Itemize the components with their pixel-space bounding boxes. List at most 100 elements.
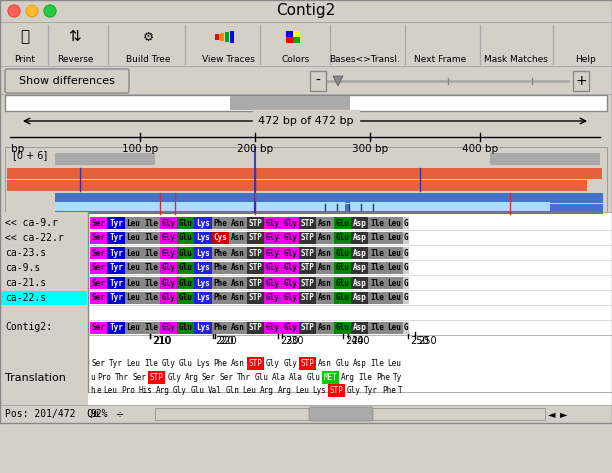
Text: Phe: Phe bbox=[214, 263, 228, 272]
Bar bbox=[316, 292, 334, 304]
Text: Ile: Ile bbox=[370, 294, 384, 303]
Text: Asp: Asp bbox=[353, 234, 367, 243]
Text: Glu: Glu bbox=[179, 234, 193, 243]
Text: Gly: Gly bbox=[162, 219, 175, 228]
Text: Tyr: Tyr bbox=[109, 219, 123, 228]
Bar bbox=[55, 202, 345, 211]
Bar bbox=[247, 277, 264, 289]
Text: Asn: Asn bbox=[231, 359, 245, 368]
Text: Ser: Ser bbox=[202, 373, 216, 382]
Bar bbox=[107, 232, 125, 244]
Text: Gly: Gly bbox=[162, 279, 175, 288]
Bar bbox=[177, 277, 195, 289]
Bar bbox=[368, 247, 386, 259]
Bar bbox=[107, 292, 125, 304]
Bar bbox=[264, 292, 282, 304]
Bar bbox=[264, 217, 282, 229]
Bar bbox=[212, 322, 230, 333]
Text: << ca-9.r: << ca-9.r bbox=[5, 218, 58, 228]
Bar bbox=[293, 31, 300, 37]
Text: Asn: Asn bbox=[231, 323, 245, 332]
Bar bbox=[0, 212, 612, 392]
Bar bbox=[55, 204, 603, 214]
Text: Phe: Phe bbox=[214, 359, 228, 368]
Text: Print: Print bbox=[15, 55, 35, 64]
Text: Asn: Asn bbox=[231, 279, 245, 288]
Bar bbox=[282, 262, 299, 274]
Text: STP: STP bbox=[248, 234, 262, 243]
Bar bbox=[334, 292, 351, 304]
Bar bbox=[142, 322, 160, 333]
Bar bbox=[299, 217, 316, 229]
Text: Gly: Gly bbox=[266, 219, 280, 228]
Text: Leu: Leu bbox=[387, 359, 401, 368]
Bar bbox=[386, 262, 403, 274]
Bar bbox=[230, 232, 247, 244]
Text: Arg: Arg bbox=[185, 373, 198, 382]
Text: Lys: Lys bbox=[196, 323, 210, 332]
Text: Help: Help bbox=[576, 55, 596, 64]
Text: Reverse: Reverse bbox=[57, 55, 93, 64]
Text: Ile: Ile bbox=[359, 373, 373, 382]
Bar bbox=[55, 193, 603, 203]
Text: 92%: 92% bbox=[90, 409, 108, 419]
Text: 210: 210 bbox=[153, 335, 171, 345]
Text: STP: STP bbox=[300, 279, 315, 288]
Text: Glu: Glu bbox=[190, 385, 204, 394]
Text: Asp: Asp bbox=[353, 279, 367, 288]
Bar bbox=[247, 217, 264, 229]
Text: Lys: Lys bbox=[196, 234, 210, 243]
Text: Leu: Leu bbox=[127, 323, 140, 332]
Text: Asn: Asn bbox=[318, 279, 332, 288]
Text: Ser: Ser bbox=[92, 359, 106, 368]
Text: Phe: Phe bbox=[376, 373, 390, 382]
Text: Ser: Ser bbox=[92, 248, 106, 257]
Text: ►: ► bbox=[560, 409, 567, 419]
Text: Asn: Asn bbox=[231, 219, 245, 228]
Text: Ile: Ile bbox=[144, 323, 158, 332]
Text: ca-9.s: ca-9.s bbox=[5, 263, 40, 273]
Text: ÷: ÷ bbox=[116, 409, 124, 419]
Bar bbox=[195, 322, 212, 333]
Text: [0 + 6]: [0 + 6] bbox=[13, 150, 47, 160]
Bar bbox=[177, 292, 195, 304]
Text: Gly: Gly bbox=[162, 263, 175, 272]
Text: Asn: Asn bbox=[318, 359, 332, 368]
Bar bbox=[316, 322, 334, 333]
Bar bbox=[282, 247, 299, 259]
Bar bbox=[334, 277, 351, 289]
Bar bbox=[282, 217, 299, 229]
Text: Gly: Gly bbox=[266, 234, 280, 243]
Bar bbox=[90, 247, 107, 259]
Bar bbox=[230, 322, 247, 333]
Bar bbox=[160, 247, 177, 259]
Text: bp: bp bbox=[12, 144, 24, 154]
Bar bbox=[316, 217, 334, 229]
Bar bbox=[351, 232, 368, 244]
Text: Next Frame: Next Frame bbox=[414, 55, 466, 64]
Text: 230: 230 bbox=[280, 336, 299, 347]
Bar bbox=[107, 247, 125, 259]
Bar bbox=[142, 217, 160, 229]
Bar bbox=[403, 262, 409, 274]
Bar bbox=[299, 357, 316, 369]
Bar bbox=[264, 247, 282, 259]
Text: View Traces: View Traces bbox=[201, 55, 255, 64]
Text: Gly: Gly bbox=[266, 248, 280, 257]
Bar bbox=[177, 322, 195, 333]
Bar bbox=[125, 322, 142, 333]
Bar bbox=[334, 232, 351, 244]
Text: ca-23.s: ca-23.s bbox=[5, 248, 46, 258]
Text: Lys: Lys bbox=[196, 294, 210, 303]
Text: u: u bbox=[91, 373, 95, 382]
Text: MET: MET bbox=[324, 373, 338, 382]
Text: STP: STP bbox=[248, 359, 262, 368]
Text: Ile: Ile bbox=[370, 248, 384, 257]
Bar bbox=[310, 71, 326, 91]
Text: Asp: Asp bbox=[353, 294, 367, 303]
Text: Leu: Leu bbox=[387, 294, 401, 303]
Bar bbox=[90, 262, 107, 274]
Bar bbox=[220, 33, 224, 41]
Bar bbox=[316, 277, 334, 289]
Bar bbox=[386, 247, 403, 259]
